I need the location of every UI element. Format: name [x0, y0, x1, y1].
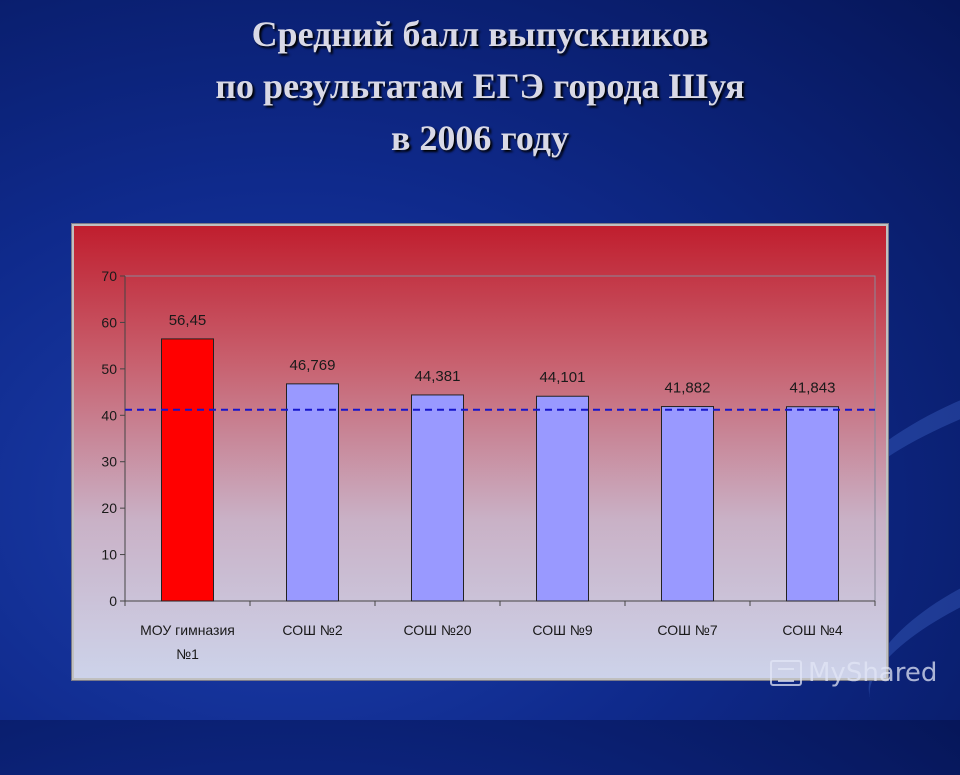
title-line-2: по результатам ЕГЭ города Шуя — [215, 66, 745, 106]
plot-area — [124, 275, 876, 602]
bar — [411, 394, 464, 602]
category-label: СОШ №7 — [657, 622, 717, 638]
data-label: 56,45 — [169, 312, 207, 329]
category-label: СОШ №4 — [782, 622, 842, 638]
bar-chart: 0 10 20 30 40 50 60 70 56,45 МОУ гимназия №1 46,769… — [101, 268, 876, 662]
watermark: MyShared — [770, 658, 937, 688]
bar — [161, 338, 214, 602]
category-label: МОУ гимназия — [140, 622, 235, 638]
bar — [661, 406, 714, 602]
category-label: СОШ №2 — [282, 622, 342, 638]
data-label: 41,882 — [665, 380, 711, 397]
presentation-icon — [770, 660, 802, 686]
y-tick-label: 30 — [101, 454, 117, 470]
data-label: 44,381 — [415, 368, 461, 385]
data-label: 44,101 — [540, 369, 586, 386]
category-label: СОШ №20 — [403, 622, 471, 638]
watermark-text: MyShared — [808, 658, 938, 688]
title-line-3: в 2006 году — [390, 118, 570, 158]
category-label: №1 — [176, 646, 199, 662]
chart-frame: 0 10 20 30 40 50 60 70 56,45 МОУ гимназия №1 46,769… — [71, 223, 889, 681]
title-line-1: Средний балл выпускников — [251, 14, 709, 54]
bar — [536, 395, 589, 602]
data-label: 46,769 — [290, 357, 336, 374]
y-tick-label: 50 — [101, 361, 117, 377]
slide-title: Средний балл выпускников по результатам … — [0, 8, 960, 164]
y-tick-label: 10 — [101, 547, 117, 563]
y-tick-label: 20 — [101, 500, 117, 516]
category-label: СОШ №9 — [532, 622, 592, 638]
bar — [286, 383, 339, 602]
y-tick-label: 70 — [101, 268, 117, 284]
bar — [786, 406, 839, 602]
y-tick-label: 0 — [109, 593, 117, 609]
y-tick-label: 60 — [101, 314, 117, 330]
y-tick-label: 40 — [101, 407, 117, 423]
data-label: 41,843 — [790, 380, 836, 397]
